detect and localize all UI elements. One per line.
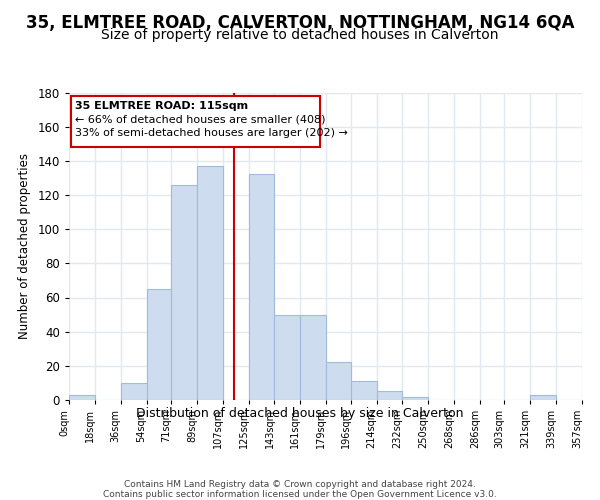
Bar xyxy=(146,289,171,400)
Text: Contains public sector information licensed under the Open Government Licence v3: Contains public sector information licen… xyxy=(103,490,497,499)
Bar xyxy=(530,395,556,400)
Text: Contains HM Land Registry data © Crown copyright and database right 2024.: Contains HM Land Registry data © Crown c… xyxy=(124,480,476,489)
Text: Distribution of detached houses by size in Calverton: Distribution of detached houses by size … xyxy=(136,408,464,420)
Bar xyxy=(71,96,320,147)
Bar xyxy=(274,314,301,400)
Text: 33% of semi-detached houses are larger (202) →: 33% of semi-detached houses are larger (… xyxy=(76,128,349,138)
Bar xyxy=(350,381,377,400)
Text: 35, ELMTREE ROAD, CALVERTON, NOTTINGHAM, NG14 6QA: 35, ELMTREE ROAD, CALVERTON, NOTTINGHAM,… xyxy=(26,14,574,32)
Text: ← 66% of detached houses are smaller (408): ← 66% of detached houses are smaller (40… xyxy=(76,114,326,124)
Text: Size of property relative to detached houses in Calverton: Size of property relative to detached ho… xyxy=(101,28,499,42)
Bar xyxy=(248,174,274,400)
Bar xyxy=(377,392,403,400)
Bar xyxy=(197,166,223,400)
Text: 35 ELMTREE ROAD: 115sqm: 35 ELMTREE ROAD: 115sqm xyxy=(76,101,248,111)
Bar xyxy=(301,314,326,400)
Bar xyxy=(121,383,146,400)
Y-axis label: Number of detached properties: Number of detached properties xyxy=(17,153,31,339)
Bar xyxy=(403,396,428,400)
Bar xyxy=(69,395,95,400)
Bar xyxy=(326,362,350,400)
Bar xyxy=(171,184,197,400)
